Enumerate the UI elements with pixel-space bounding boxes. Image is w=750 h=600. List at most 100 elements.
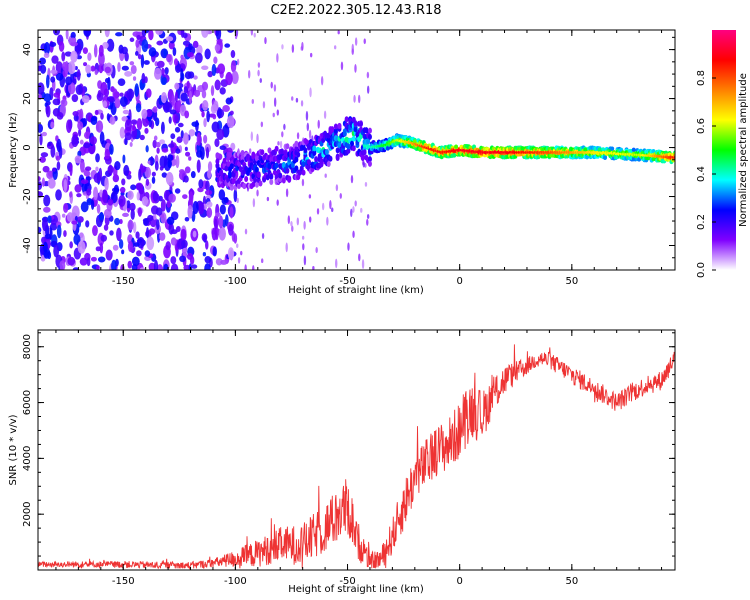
heatmap-cell [38,65,42,72]
heatmap-cell [147,214,154,222]
heatmap-cell [227,170,232,177]
heatmap-cell [312,150,317,157]
heatmap-cell [96,92,104,102]
heatmap-cell [52,167,56,172]
spectrogram-heatmap [38,30,675,270]
heatmap-cell [335,184,339,192]
heatmap-cell [103,224,109,231]
heatmap-cell [98,44,104,57]
heatmap-cell [63,202,69,213]
heatmap-cell [64,60,69,75]
heatmap-cell [192,40,199,49]
heatmap-cell [175,155,180,169]
heatmap-cell [172,47,177,57]
heatmap-cell [254,166,259,173]
heatmap-cell [206,110,210,123]
heatmap-cell [155,141,161,148]
heatmap-cell [301,41,304,51]
heatmap-cell [156,219,160,231]
heatmap-cell [358,253,361,262]
heatmap-cell [74,155,82,164]
heatmap-cell [227,151,232,158]
heatmap-cell [165,36,174,42]
heatmap-cell [81,181,88,195]
heatmap-cell [314,156,319,163]
heatmap-cell [153,259,159,270]
heatmap-cell [63,178,68,193]
heatmap-cell [126,88,135,100]
heatmap-cell [251,153,256,160]
heatmap-cell [104,66,112,74]
heatmap-cell [354,37,358,46]
heatmap-cell [308,129,312,140]
heatmap-cell [121,116,128,122]
heatmap-cell [270,81,273,89]
heatmap-cell [130,119,138,125]
heatmap-cell [41,131,48,137]
heatmap-cell [65,30,69,40]
heatmap-cell [124,119,132,132]
heatmap-cell [280,148,285,155]
heatmap-cell [161,172,168,178]
heatmap-cell [316,208,320,215]
heatmap-cell [196,44,203,56]
heatmap-cell [144,250,151,257]
heatmap-cell [260,149,265,156]
heatmap-cell [212,246,217,257]
heatmap-cell [111,259,117,270]
heatmap-cell [281,44,284,50]
heatmap-cell [98,167,103,181]
heatmap-cell [303,255,307,266]
heatmap-cell [191,121,200,128]
heatmap-cell [71,205,80,220]
heatmap-cell [160,199,166,212]
heatmap-cell [296,217,300,226]
heatmap-cell [296,132,300,140]
heatmap-cell [337,123,342,130]
heatmap-cell [64,51,72,57]
x-tick-label: 0 [456,276,462,287]
heatmap-cell [218,189,226,201]
heatmap-cell [79,232,84,238]
heatmap-cell [366,85,370,94]
heatmap-cell [219,204,226,215]
heatmap-cell [186,252,194,260]
heatmap-cell [121,249,125,255]
heatmap-cell [53,92,61,98]
heatmap-cell [309,87,312,98]
spectrogram-y-ticks: -40 -20 0 20 40 [22,36,675,271]
heatmap-cell [346,143,351,150]
heatmap-cell [265,174,270,181]
heatmap-cell [119,126,126,139]
heatmap-cell [168,193,176,203]
heatmap-cell [230,60,237,73]
x-tick-label: -100 [224,576,247,587]
heatmap-cell [207,169,212,179]
y-tick-label: 20 [22,92,33,105]
heatmap-cell [308,194,312,199]
heatmap-cell [264,37,267,45]
heatmap-cell [72,267,80,270]
heatmap-cell [66,119,72,134]
heatmap-cell [134,83,139,97]
heatmap-cell [175,226,181,232]
heatmap-cell [115,32,123,37]
spectrogram-x-label: Height of straight line (km) [288,285,424,296]
x-tick-label: 50 [565,576,578,587]
heatmap-cell [360,153,365,160]
heatmap-cell [335,147,340,154]
heatmap-cell [358,121,363,128]
heatmap-cell [190,170,196,179]
heatmap-cell [121,178,126,186]
heatmap-cell [83,170,91,177]
x-tick-label: -100 [224,276,247,287]
heatmap-cell [80,179,89,184]
spectrogram-x-ticks: -150 -100 -50 0 50 [55,30,663,287]
heatmap-cell [210,85,215,97]
heatmap-cell [164,67,169,75]
colorbar-tick-label: 0.8 [696,70,707,86]
colorbar-gradient [712,30,736,270]
y-tick-label: 40 [22,43,33,56]
heatmap-cell [242,182,247,189]
heatmap-cell [153,213,157,220]
